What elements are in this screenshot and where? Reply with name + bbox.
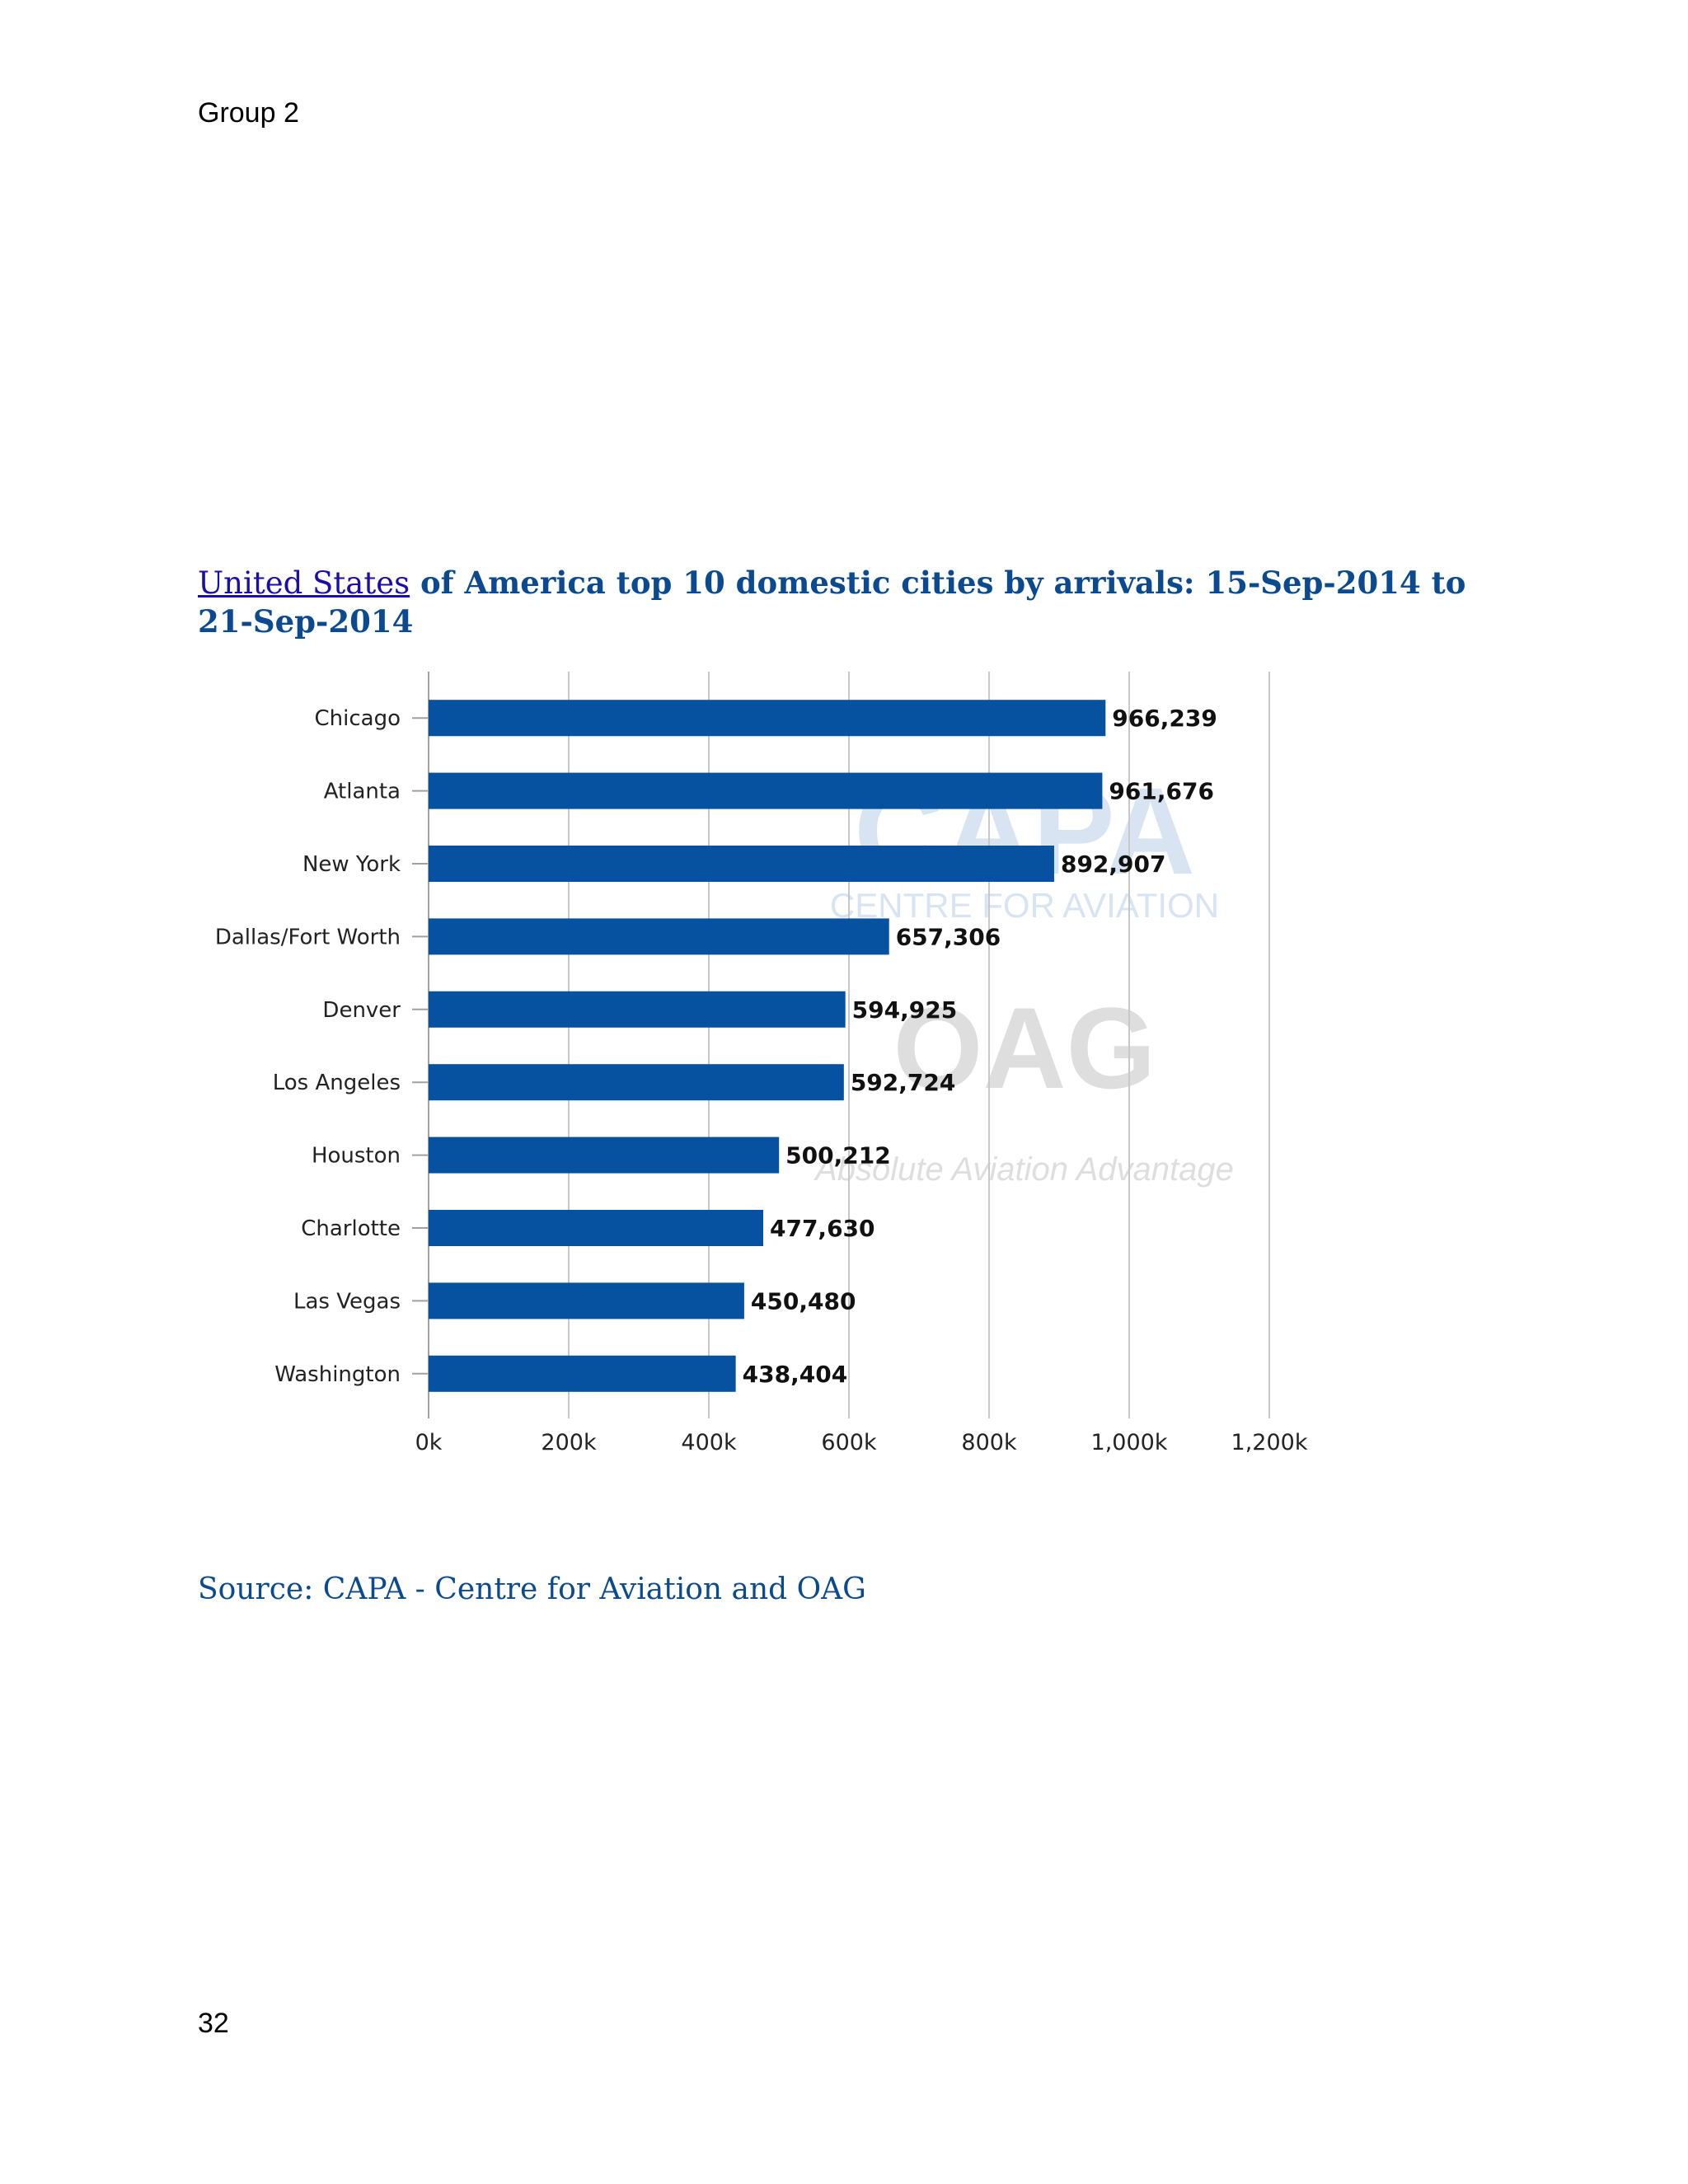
data-label: 592,724 (851, 1069, 956, 1096)
data-label: 594,925 (852, 996, 958, 1024)
bar (429, 772, 1103, 809)
bar (429, 1064, 844, 1101)
x-tick-label: 200k (541, 1430, 597, 1455)
category-label: Atlanta (324, 780, 401, 804)
page-number: 32 (198, 2008, 229, 2039)
bar (429, 918, 889, 955)
title-text: of America top 10 domestic cities by arr… (198, 565, 1466, 640)
data-label: 438,404 (743, 1361, 848, 1388)
category-label: Denver (322, 998, 401, 1023)
bar (429, 700, 1106, 737)
watermark-oag: OAG (893, 983, 1156, 1113)
data-label: 477,630 (770, 1215, 875, 1242)
category-label: New York (302, 852, 401, 877)
data-label: 892,907 (1061, 851, 1166, 878)
title-link[interactable]: United States (198, 565, 410, 601)
chart: CAPA CENTRE FOR AVIATION OAG Absolute Av… (206, 672, 1376, 1488)
x-tick-label: 400k (681, 1430, 737, 1455)
category-label: Washington (274, 1362, 401, 1387)
watermark-capa-sub: CENTRE FOR AVIATION (830, 886, 1219, 925)
watermark-oag-sub: Absolute Aviation Advantage (814, 1151, 1234, 1188)
source-note: Source: CAPA - Centre for Aviation and O… (198, 1572, 866, 1606)
category-label: Dallas/Fort Worth (215, 925, 401, 949)
data-label: 966,239 (1112, 705, 1217, 732)
x-tick-label: 1,200k (1231, 1430, 1308, 1455)
chart-svg: CAPA CENTRE FOR AVIATION OAG Absolute Av… (215, 672, 1308, 1455)
bar (429, 1282, 744, 1319)
page-header: Group 2 (198, 97, 299, 129)
category-label: Las Vegas (293, 1289, 401, 1314)
category-label: Houston (312, 1144, 401, 1169)
x-tick-label: 600k (821, 1430, 877, 1455)
x-tick-label: 0k (415, 1430, 443, 1455)
bar (429, 846, 1054, 882)
category-label: Los Angeles (273, 1071, 401, 1095)
data-label: 961,676 (1109, 778, 1214, 805)
category-label: Chicago (315, 706, 401, 731)
data-label: 657,306 (896, 923, 1001, 950)
x-tick-label: 800k (961, 1430, 1017, 1455)
bar (429, 1210, 763, 1246)
x-tick-label: 1,000k (1091, 1430, 1168, 1455)
bar (429, 991, 846, 1028)
category-label: Charlotte (301, 1216, 401, 1241)
watermark: CAPA CENTRE FOR AVIATION OAG Absolute Av… (814, 762, 1234, 1188)
chart-title: United States of America top 10 domestic… (198, 564, 1484, 640)
bar (429, 1137, 780, 1174)
label-layer: 0k 200k 400k 600k 800k 1,000k 1,200k Chicago 966… (215, 705, 1308, 1455)
data-label: 450,480 (751, 1287, 856, 1315)
bar (429, 1355, 736, 1392)
bar-layer (429, 700, 1106, 1392)
data-label: 500,212 (785, 1142, 891, 1169)
